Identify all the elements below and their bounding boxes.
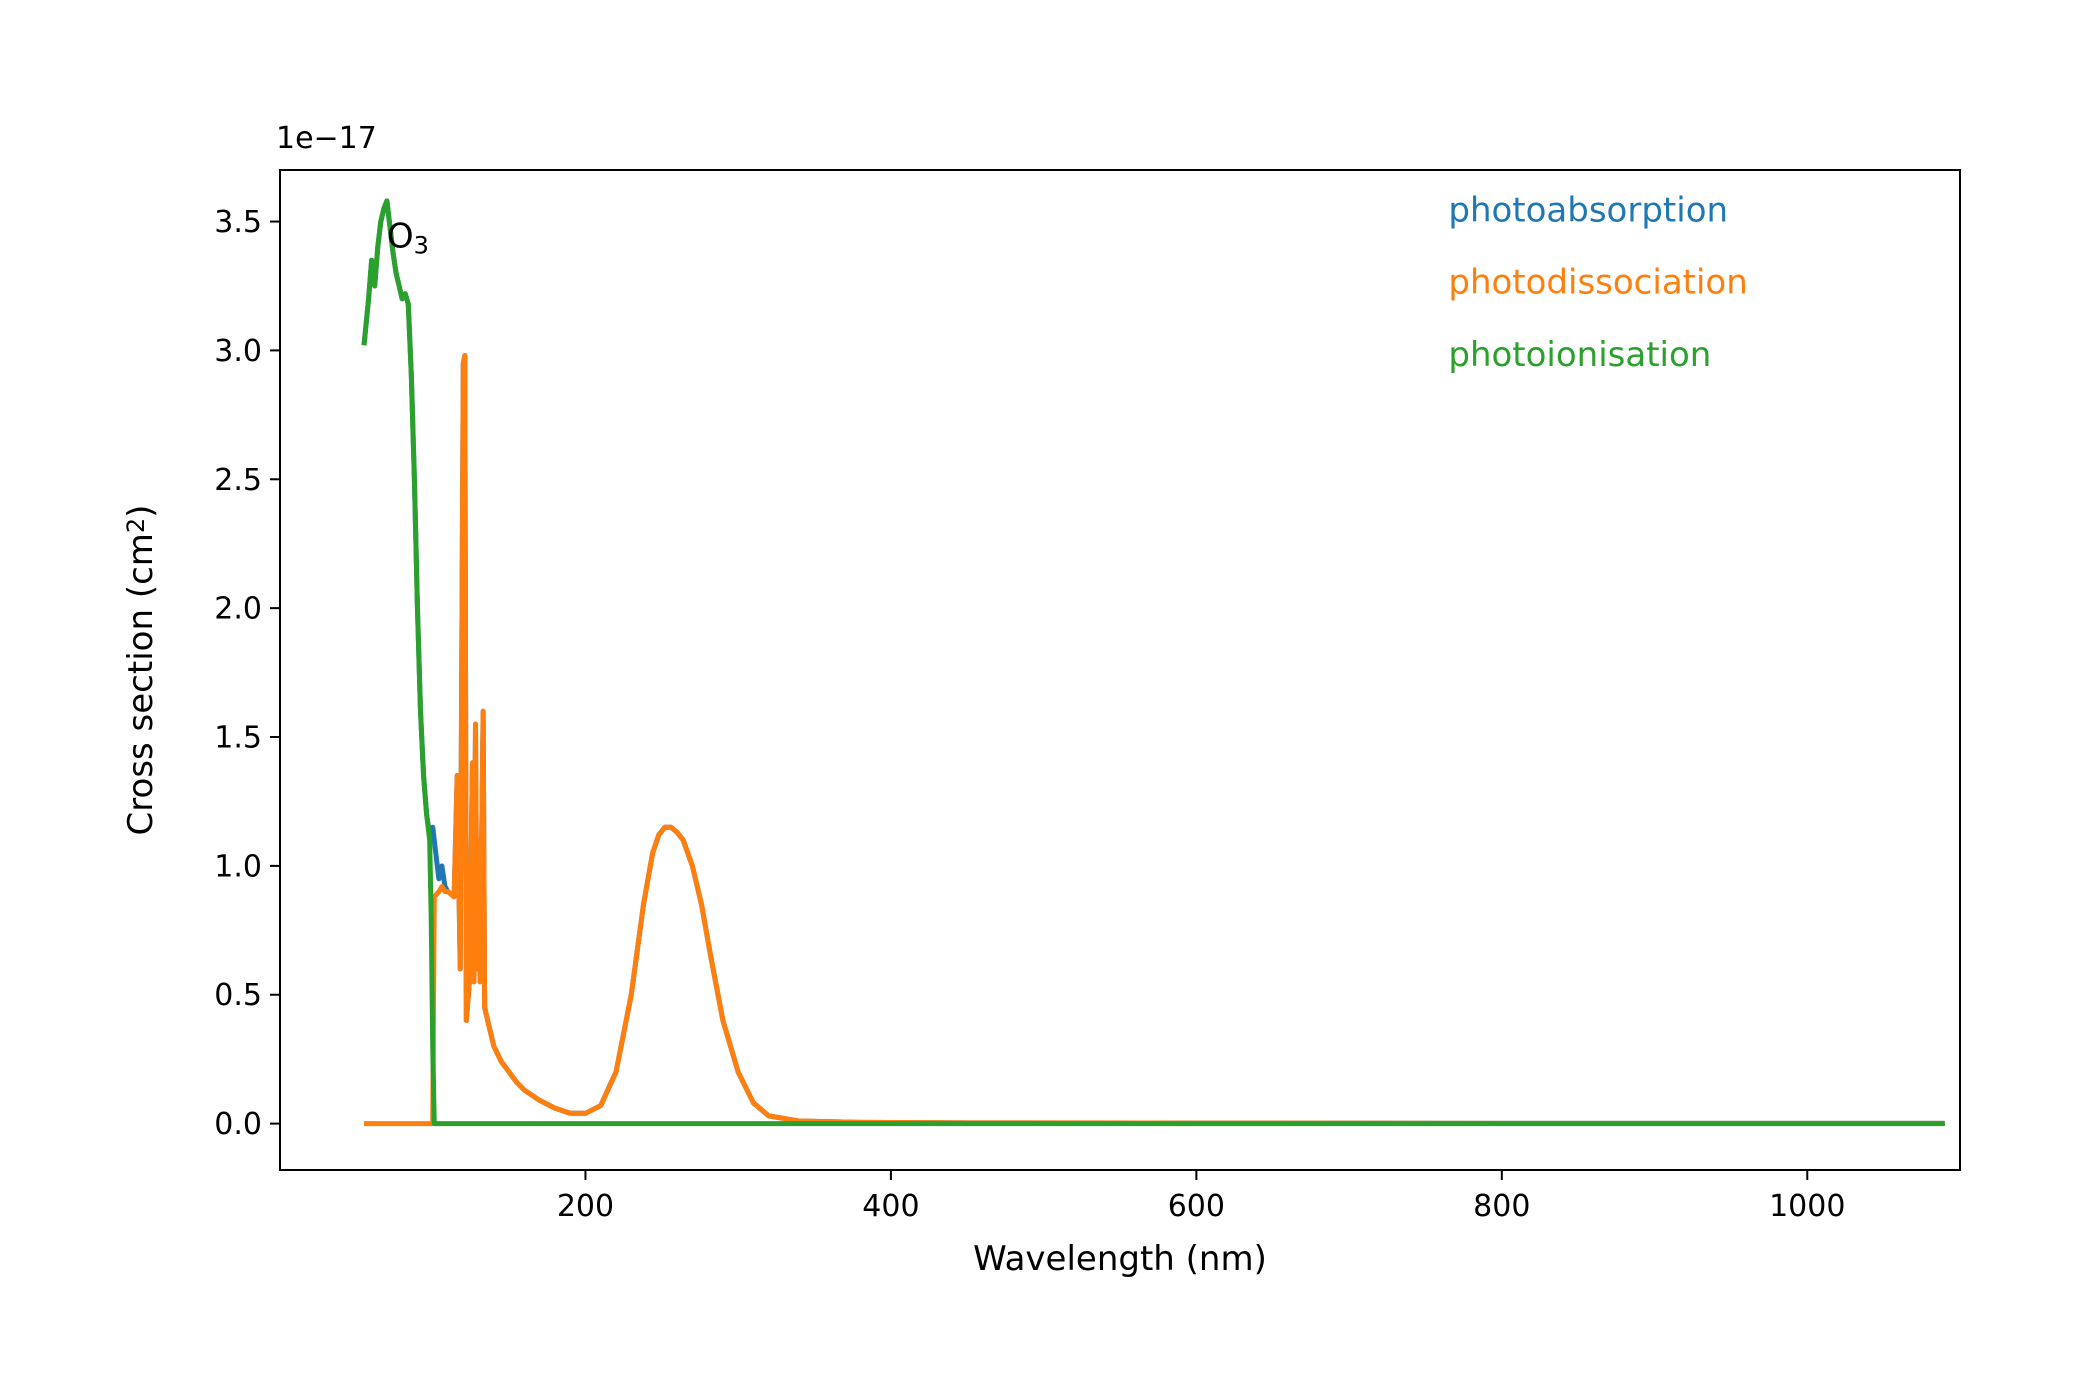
legend-item-photodissociation: photodissociation (1448, 263, 1747, 303)
chart-container: 200 400 600 800 1000 0.0 0.5 1.0 1.5 2.0 2.5 3.0 3.5… (0, 0, 2100, 1400)
x-axis-label: Wavelength (nm) (973, 1239, 1267, 1279)
y-tick-label: 0.0 (214, 1107, 262, 1142)
x-tick-label: 200 (557, 1189, 614, 1224)
cross-section-chart: 200 400 600 800 1000 0.0 0.5 1.0 1.5 2.0 2.5 3.0 3.5… (0, 0, 2100, 1400)
y-axis-label: Cross section (cm2) (121, 505, 161, 836)
x-tick-label: 600 (1168, 1189, 1225, 1224)
y-tick-label: 2.5 (214, 463, 262, 498)
y-tick-label: 3.0 (214, 334, 262, 369)
x-tick-label: 800 (1473, 1189, 1530, 1224)
y-scale-exponent: 1e−17 (276, 121, 377, 156)
legend-item-photoabsorption: photoabsorption (1448, 191, 1728, 231)
y-tick-label: 3.5 (214, 205, 262, 240)
y-tick-label: 0.5 (214, 978, 262, 1013)
y-tick-label: 1.5 (214, 721, 262, 756)
legend-item-photoionisation: photoionisation (1448, 335, 1711, 375)
x-tick-label: 1000 (1769, 1189, 1845, 1224)
y-tick-label: 1.0 (214, 849, 262, 884)
x-tick-label: 400 (862, 1189, 919, 1224)
y-tick-label: 2.0 (214, 592, 262, 627)
